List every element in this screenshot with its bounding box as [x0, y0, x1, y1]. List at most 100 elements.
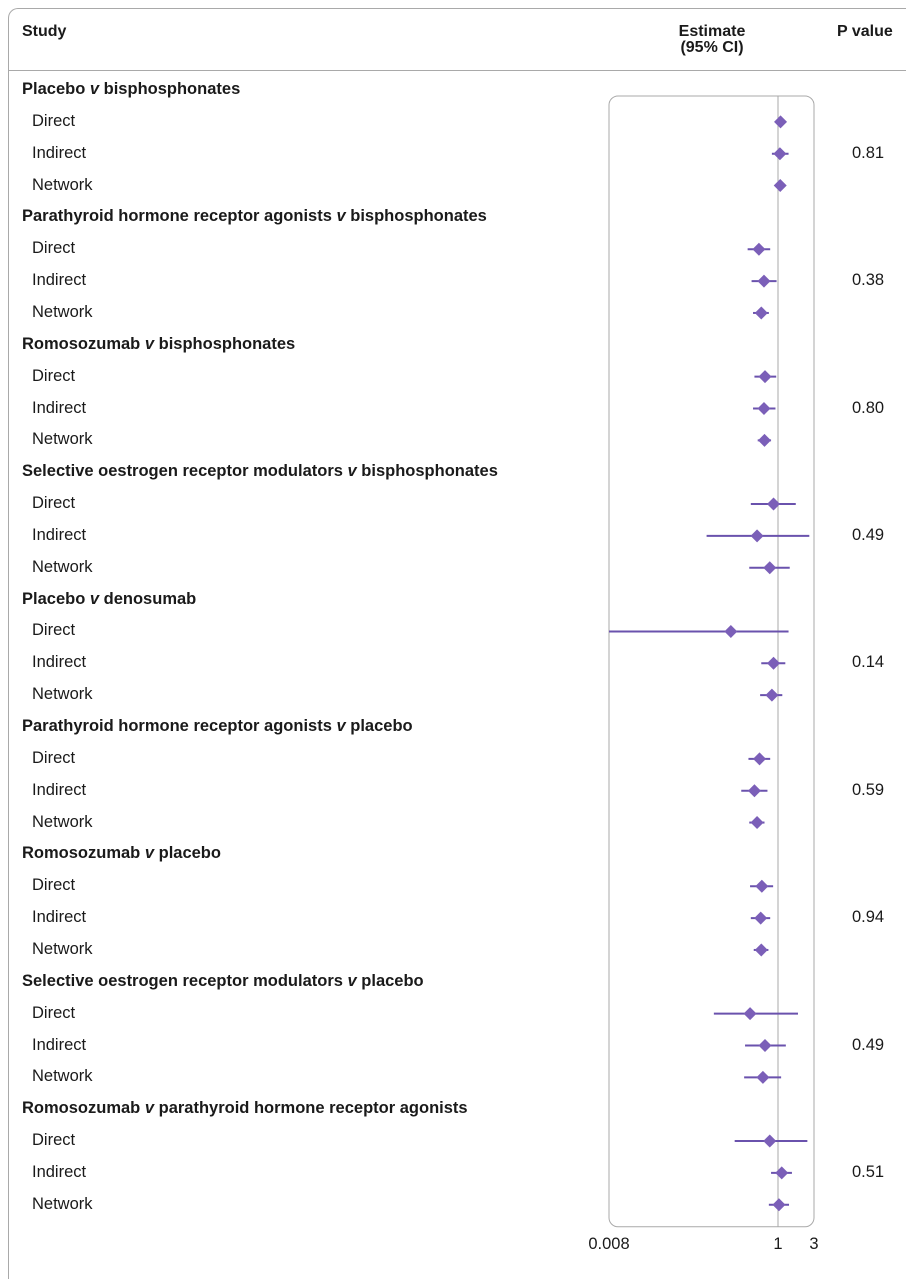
- comparison-versus: v: [347, 971, 357, 990]
- header-separator: [9, 70, 906, 71]
- comparison-title-part: Romosozumab: [22, 334, 145, 353]
- estimate-diamond: [763, 561, 777, 575]
- p-value: 0.80: [852, 398, 885, 417]
- estimate-diamond: [755, 879, 769, 893]
- comparison-title-part: Selective oestrogen receptor modulators: [22, 462, 348, 481]
- estimate-diamond: [756, 1070, 770, 1084]
- comparison-title-part: bisphosphonates: [99, 80, 241, 98]
- comparison-title-part: Placebo: [22, 80, 90, 98]
- estimate-type-label: Indirect: [32, 653, 87, 672]
- estimate-diamond: [767, 497, 781, 511]
- estimate-diamond: [758, 370, 772, 384]
- comparison-title-part: bisphosphonates: [356, 462, 498, 481]
- estimate-diamond: [754, 911, 768, 925]
- comparison-title: Parathyroid hormone receptor agonists v …: [22, 207, 487, 226]
- estimate-diamond: [752, 242, 766, 256]
- p-value: 0.81: [852, 143, 885, 162]
- estimate-header-line2: (95% CI): [680, 39, 744, 56]
- x-tick-label: 3: [809, 1235, 818, 1253]
- estimate-type-label: Indirect: [32, 908, 87, 927]
- estimate-type-label: Direct: [32, 1003, 76, 1022]
- estimate-diamond: [750, 816, 764, 830]
- estimate-type-label: Network: [32, 685, 93, 704]
- estimate-type-label: Network: [32, 430, 93, 449]
- estimate-type-label: Indirect: [32, 271, 87, 290]
- comparison-title-part: Selective oestrogen receptor modulators: [22, 971, 348, 990]
- comparison-versus: v: [336, 717, 346, 735]
- comparison-title-part: Placebo: [22, 589, 90, 608]
- comparison-title: Placebo v bisphosphonates: [22, 80, 240, 99]
- comparison-title-part: bisphosphonates: [345, 207, 487, 226]
- estimate-diamond: [763, 1134, 777, 1148]
- estimate-type-label: Direct: [32, 239, 76, 258]
- comparison-versus: v: [144, 334, 155, 353]
- estimate-diamond: [775, 1166, 789, 1180]
- pvalue-column-header: P value: [837, 23, 893, 40]
- comparison-title-part: Romosozumab: [22, 844, 145, 863]
- figure-frame: [8, 8, 906, 1279]
- estimate-type-label: Indirect: [32, 1162, 87, 1181]
- estimate-diamond: [758, 1039, 772, 1052]
- estimate-type-label: Indirect: [32, 1035, 87, 1054]
- comparison-versus: v: [89, 589, 100, 608]
- estimate-diamond: [774, 115, 788, 129]
- comparison-versus: v: [336, 207, 346, 226]
- comparison-title-part: bisphosphonates: [154, 334, 296, 353]
- comparison-versus: v: [89, 80, 100, 98]
- comparison-title: Selective oestrogen receptor modulators …: [22, 972, 424, 991]
- estimate-type-label: Network: [32, 557, 93, 576]
- study-column-header: Study: [22, 23, 67, 40]
- comparison-versus: v: [347, 462, 357, 481]
- p-value: 0.51: [852, 1162, 885, 1181]
- estimate-type-label: Network: [32, 1067, 93, 1086]
- estimate-header-line1: Estimate: [678, 23, 746, 40]
- estimate-type-label: Indirect: [32, 398, 87, 417]
- comparison-title: Placebo v denosumab: [22, 590, 196, 609]
- p-value: 0.94: [852, 908, 885, 927]
- estimate-diamond: [757, 402, 771, 415]
- estimate-type-label: Indirect: [32, 780, 87, 799]
- estimate-type-label: Network: [32, 302, 93, 321]
- estimate-diamond: [765, 688, 779, 702]
- estimate-diamond: [724, 624, 738, 638]
- estimate-diamond: [753, 752, 767, 766]
- comparison-title-part: Parathyroid hormone receptor agonists: [22, 717, 337, 735]
- estimate-diamond: [750, 529, 764, 543]
- comparison-title-part: placebo: [154, 844, 221, 863]
- estimate-type-label: Direct: [32, 494, 76, 513]
- estimate-type-label: Direct: [32, 1131, 76, 1150]
- comparison-versus: v: [144, 844, 155, 863]
- estimate-type-label: Direct: [32, 621, 76, 640]
- comparison-title-part: Parathyroid hormone receptor agonists: [22, 207, 337, 226]
- estimate-type-label: Direct: [32, 876, 76, 895]
- comparison-versus: v: [144, 1099, 155, 1118]
- comparison-title-part: Romosozumab: [22, 1099, 145, 1118]
- comparison-title-part: placebo: [345, 717, 413, 735]
- estimate-type-label: Indirect: [32, 525, 87, 544]
- comparison-title-part: placebo: [356, 971, 424, 990]
- estimate-diamond: [772, 1198, 786, 1212]
- p-value: 0.38: [852, 271, 885, 290]
- estimate-type-label: Indirect: [32, 143, 87, 162]
- p-value: 0.59: [852, 780, 885, 799]
- estimate-diamond: [754, 306, 768, 320]
- estimate-diamond: [767, 656, 781, 670]
- p-value: 0.49: [852, 525, 885, 544]
- p-value: 0.14: [852, 653, 885, 672]
- estimate-diamond: [754, 943, 768, 957]
- estimate-diamond: [773, 147, 787, 161]
- comparison-title: Parathyroid hormone receptor agonists v …: [22, 717, 413, 736]
- plot-panel: [608, 95, 815, 1228]
- estimate-type-label: Direct: [32, 366, 76, 385]
- estimate-type-label: Network: [32, 1194, 93, 1213]
- comparison-title: Romosozumab v bisphosphonates: [22, 335, 295, 354]
- estimate-type-label: Network: [32, 939, 93, 958]
- x-tick-label: 1: [773, 1235, 782, 1253]
- comparison-title-part: parathyroid hormone receptor agonists: [154, 1099, 468, 1118]
- estimate-type-label: Direct: [32, 748, 76, 767]
- estimate-diamond: [773, 179, 787, 193]
- estimate-type-label: Network: [32, 812, 93, 831]
- x-tick-label: 0.008: [588, 1235, 629, 1253]
- comparison-title: Romosozumab v parathyroid hormone recept…: [22, 1099, 468, 1118]
